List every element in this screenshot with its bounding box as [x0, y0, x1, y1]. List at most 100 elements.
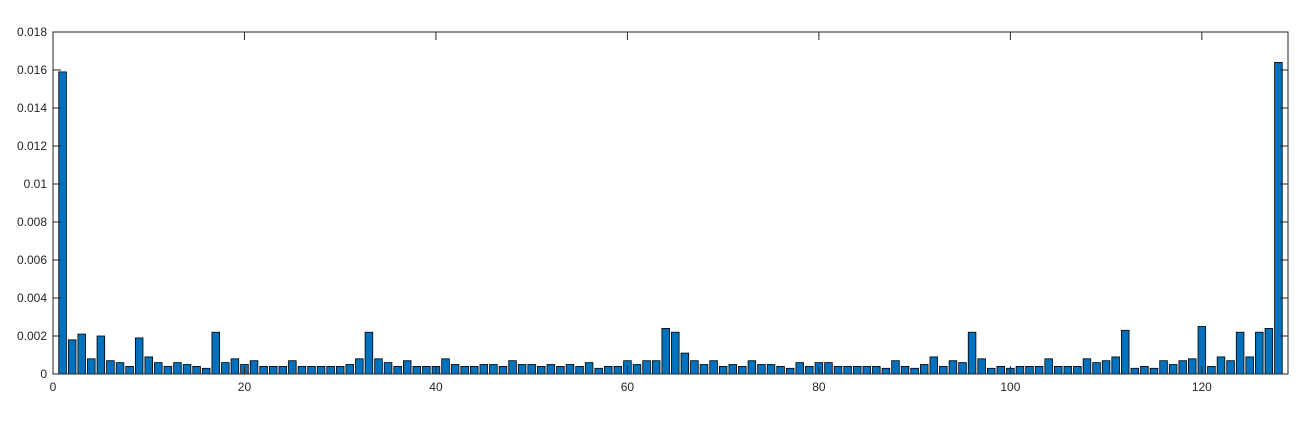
bar [891, 360, 900, 375]
axes-group [52, 31, 1289, 375]
bar [1073, 365, 1082, 375]
x-tick-label: 0 [50, 380, 57, 394]
bar [1044, 358, 1053, 375]
bar [900, 365, 910, 375]
bar [1130, 367, 1140, 375]
bar [316, 365, 326, 375]
bar [671, 331, 680, 375]
bar [125, 365, 134, 375]
y-tick-label: 0.018 [17, 25, 47, 39]
bar [77, 333, 86, 375]
bars-group [58, 62, 1283, 375]
bar [604, 365, 613, 375]
ticks-group: 0 20 40 60 80 100 120 0 0.002 0.004 0.006 0.008 0.01… [17, 25, 1288, 394]
bar [1063, 365, 1073, 375]
bar [565, 364, 575, 375]
bar [1092, 362, 1101, 375]
bar [1015, 365, 1025, 375]
bar [1025, 365, 1034, 375]
bar [182, 364, 192, 375]
bar [249, 360, 259, 375]
x-tick-label: 60 [621, 380, 635, 394]
bar [460, 365, 469, 375]
bar [795, 362, 804, 375]
bar [134, 337, 144, 375]
bar [67, 339, 77, 375]
bar [1245, 356, 1254, 375]
y-tick-label: 0.016 [17, 63, 47, 77]
bar [87, 358, 96, 375]
bar [1264, 327, 1274, 375]
bar [221, 362, 230, 375]
bar [144, 356, 153, 375]
bar [661, 327, 670, 375]
y-tick-label: 0.008 [17, 215, 47, 229]
bar [556, 365, 565, 375]
bar [412, 365, 422, 375]
bar [805, 365, 814, 375]
bar [757, 364, 766, 375]
bar [1188, 358, 1197, 375]
bar [642, 360, 651, 375]
bar [632, 364, 642, 375]
bar [1207, 365, 1216, 375]
bar [201, 367, 211, 375]
y-tick-label: 0 [40, 367, 47, 381]
y-tick-label: 0.01 [24, 177, 48, 191]
bar [307, 365, 316, 375]
bar [211, 331, 220, 375]
bar [345, 364, 355, 375]
bar [1226, 360, 1235, 375]
bar [498, 365, 508, 375]
bar [517, 364, 527, 375]
bar [785, 367, 795, 375]
bar [958, 362, 967, 375]
bar [862, 365, 871, 375]
bar [699, 364, 709, 375]
bar [230, 358, 240, 375]
bar [824, 362, 833, 375]
bar [776, 365, 785, 375]
bar [374, 358, 383, 375]
bar [584, 362, 594, 375]
x-tick-label: 120 [1192, 380, 1212, 394]
bar [527, 364, 536, 375]
bar [872, 365, 881, 375]
bar [154, 362, 163, 375]
bar [297, 365, 307, 375]
bar [1111, 356, 1120, 375]
bar [173, 362, 182, 375]
bar [1082, 358, 1092, 375]
bar [996, 365, 1006, 375]
x-tick-label: 80 [812, 380, 826, 394]
bar [843, 365, 852, 375]
bar [115, 362, 125, 375]
y-tick-label: 0.012 [17, 139, 47, 153]
plot-background [53, 32, 1288, 374]
bar [326, 365, 335, 375]
bar [977, 358, 986, 375]
bar [479, 364, 489, 375]
x-tick-label: 40 [429, 380, 443, 394]
bar [441, 358, 450, 375]
bar [986, 367, 996, 375]
bar [594, 367, 603, 375]
bar [738, 365, 747, 375]
bar [1274, 62, 1283, 375]
bar [1159, 360, 1168, 375]
bar [1101, 360, 1111, 375]
bar [709, 360, 718, 375]
bar [58, 71, 67, 375]
bar [364, 331, 374, 375]
bar [383, 362, 393, 375]
bar [278, 365, 288, 375]
bar [163, 365, 173, 375]
bar [1216, 356, 1226, 375]
bar [470, 365, 479, 375]
bar [1168, 364, 1178, 375]
bar [1121, 329, 1130, 375]
bar [939, 365, 948, 375]
bar [967, 331, 977, 375]
bar [651, 360, 661, 375]
